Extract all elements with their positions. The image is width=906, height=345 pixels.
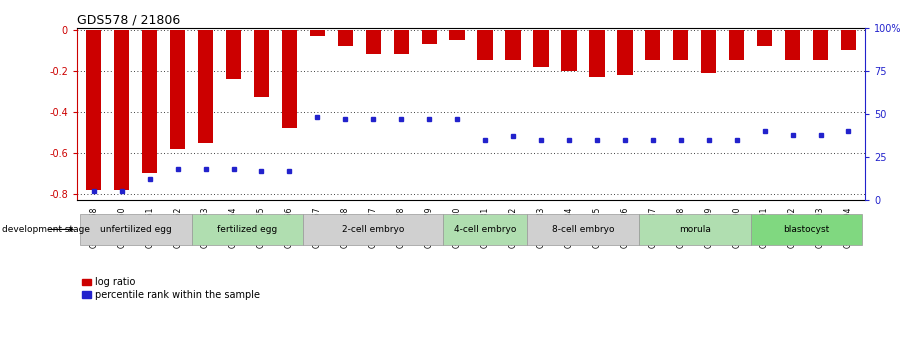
Bar xyxy=(142,30,158,174)
Text: unfertilized egg: unfertilized egg xyxy=(100,225,171,234)
Text: blastocyst: blastocyst xyxy=(784,225,830,234)
Text: 2-cell embryo: 2-cell embryo xyxy=(342,225,404,234)
Bar xyxy=(645,30,660,60)
Bar xyxy=(191,214,304,245)
Bar xyxy=(477,30,493,60)
Bar xyxy=(421,30,437,44)
Bar xyxy=(80,214,191,245)
Bar xyxy=(617,30,632,75)
Bar xyxy=(673,30,689,60)
Bar xyxy=(226,30,241,79)
Bar xyxy=(561,30,576,71)
Bar xyxy=(757,30,772,46)
Bar xyxy=(841,30,856,50)
Bar xyxy=(170,30,186,149)
Text: morula: morula xyxy=(679,225,710,234)
Text: 8-cell embryo: 8-cell embryo xyxy=(552,225,614,234)
Bar xyxy=(751,214,863,245)
Text: development stage: development stage xyxy=(2,225,90,234)
Bar xyxy=(114,30,130,190)
Bar xyxy=(304,214,443,245)
Bar xyxy=(639,214,751,245)
Bar xyxy=(338,30,353,46)
Bar xyxy=(282,30,297,128)
Bar xyxy=(310,30,325,36)
Legend: log ratio, percentile rank within the sample: log ratio, percentile rank within the sa… xyxy=(82,277,259,300)
Bar xyxy=(589,30,604,77)
Bar xyxy=(86,30,101,190)
Bar xyxy=(366,30,381,54)
Bar xyxy=(506,30,521,60)
Bar xyxy=(729,30,745,60)
Bar xyxy=(527,214,639,245)
Text: GDS578 / 21806: GDS578 / 21806 xyxy=(77,13,180,27)
Bar xyxy=(785,30,800,60)
Text: fertilized egg: fertilized egg xyxy=(217,225,277,234)
Bar xyxy=(393,30,409,54)
Text: 4-cell embryo: 4-cell embryo xyxy=(454,225,516,234)
Bar xyxy=(701,30,717,73)
Bar xyxy=(443,214,527,245)
Bar xyxy=(449,30,465,40)
Bar xyxy=(534,30,549,67)
Bar xyxy=(813,30,828,60)
Bar xyxy=(198,30,213,142)
Bar xyxy=(254,30,269,97)
